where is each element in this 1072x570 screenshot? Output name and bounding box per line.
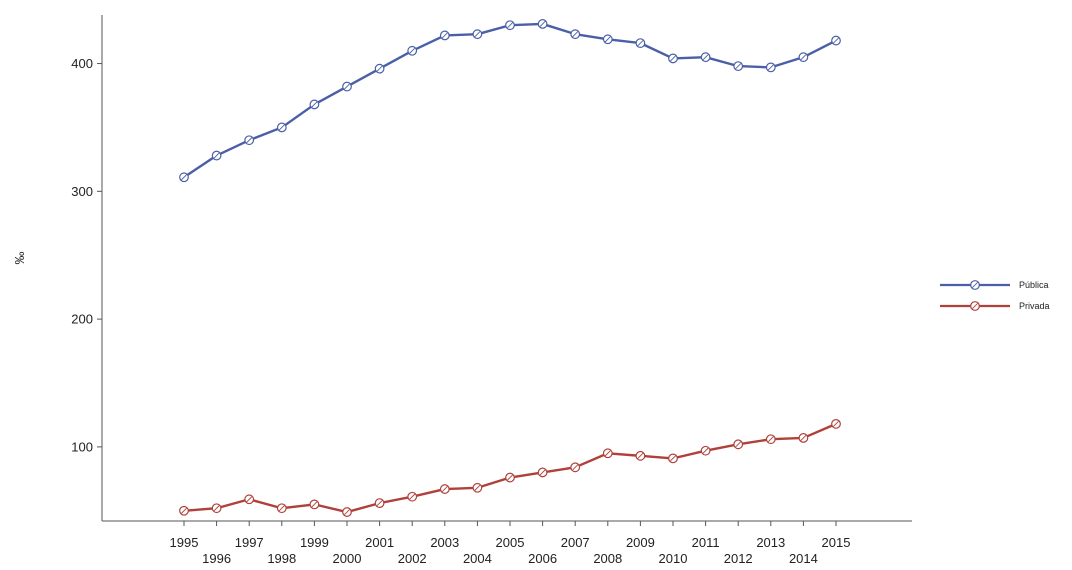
data-point-marker-slash [833,420,839,427]
x-tick-label: 1997 [235,535,264,550]
data-point-marker-slash [278,124,285,131]
data-point-marker-slash [181,507,187,514]
legend-swatch-slash [972,282,978,288]
x-tick-label: 2007 [561,535,590,550]
y-tick-label: 300 [71,184,93,199]
x-tick-label: 2004 [463,551,492,565]
data-point-marker-slash [344,83,350,90]
x-tick-label: 2001 [365,535,394,550]
data-point-marker-slash [409,47,416,54]
data-point-marker-slash [767,64,774,71]
data-point-marker-slash [637,452,644,459]
legend-label: Pública [1019,280,1049,290]
y-ticks: 100 200 300 400 [71,56,102,454]
x-tick-label: 2015 [822,535,851,550]
data-point-marker-slash [702,447,709,454]
data-point-marker-slash [702,54,709,61]
data-point-marker-slash [474,31,481,38]
y-tick-label: 100 [71,439,93,454]
legend-label: Privada [1019,301,1050,311]
x-tick-label: 1996 [202,551,231,565]
data-point-marker-slash [539,21,546,27]
x-tick-label: 2014 [789,551,818,565]
legend-item-privada: Privada [940,301,1050,311]
x-tick-label: 2012 [724,551,753,565]
series-line [183,22,837,179]
data-point-marker-slash [441,486,448,492]
y-tick-label: 200 [71,312,93,327]
data-point-marker-slash [670,55,676,62]
data-point-marker-slash [344,509,350,515]
y-tick-label: 400 [71,56,93,71]
x-tick-label: 1999 [300,535,329,550]
x-tick-label: 2008 [593,551,622,565]
x-tick-label: 2003 [430,535,459,550]
x-tick-label: 1995 [170,535,199,550]
data-point-marker-slash [246,496,253,503]
data-point-marker-slash [833,37,839,44]
data-point-marker-slash [278,505,285,512]
legend: Pública Privada [940,280,1050,311]
data-point-marker-slash [246,137,253,144]
series-layer [179,19,841,517]
x-tick-label: 2010 [659,551,688,565]
data-point-marker-slash [376,500,383,507]
x-tick-label: 2006 [528,551,557,565]
data-point-marker-slash [474,484,481,491]
x-tick-label: 2002 [398,551,427,565]
x-tick-label: 2013 [756,535,785,550]
series-privada [179,418,841,517]
data-point-marker-slash [181,174,187,181]
axes [101,15,912,522]
x-tick-label: 2011 [692,535,720,550]
data-point-marker-slash [507,474,513,481]
legend-item-publica: Pública [940,280,1049,290]
series-publica [179,19,841,183]
data-point-marker-slash [637,40,644,47]
data-point-marker-slash [376,65,383,72]
x-tick-label: 2009 [626,535,655,550]
data-point-marker-slash [539,469,546,476]
data-point-marker-slash [800,435,807,441]
data-point-marker-slash [800,54,807,61]
x-tick-label: 2005 [496,535,525,550]
x-tick-label: 2000 [333,551,362,565]
legend-swatch-slash [972,303,978,309]
data-point-marker-slash [572,31,579,38]
data-point-marker-slash [213,152,220,159]
x-tick-label: 1998 [267,551,296,565]
data-point-marker-slash [409,493,416,500]
data-point-marker-slash [767,436,774,443]
data-point-marker-slash [604,36,611,43]
data-point-marker-slash [735,63,742,70]
data-point-marker-slash [670,455,676,462]
data-point-marker-slash [311,501,318,508]
series-line [183,422,837,514]
data-point-marker-slash [572,464,579,471]
data-point-marker-slash [441,32,448,39]
data-point-marker-slash [604,450,611,457]
data-point-marker-slash [213,505,220,512]
data-point-marker-slash [735,441,742,448]
y-axis-label: ‰ [12,252,27,265]
data-point-marker-slash [311,101,318,108]
data-point-marker-slash [507,22,513,29]
